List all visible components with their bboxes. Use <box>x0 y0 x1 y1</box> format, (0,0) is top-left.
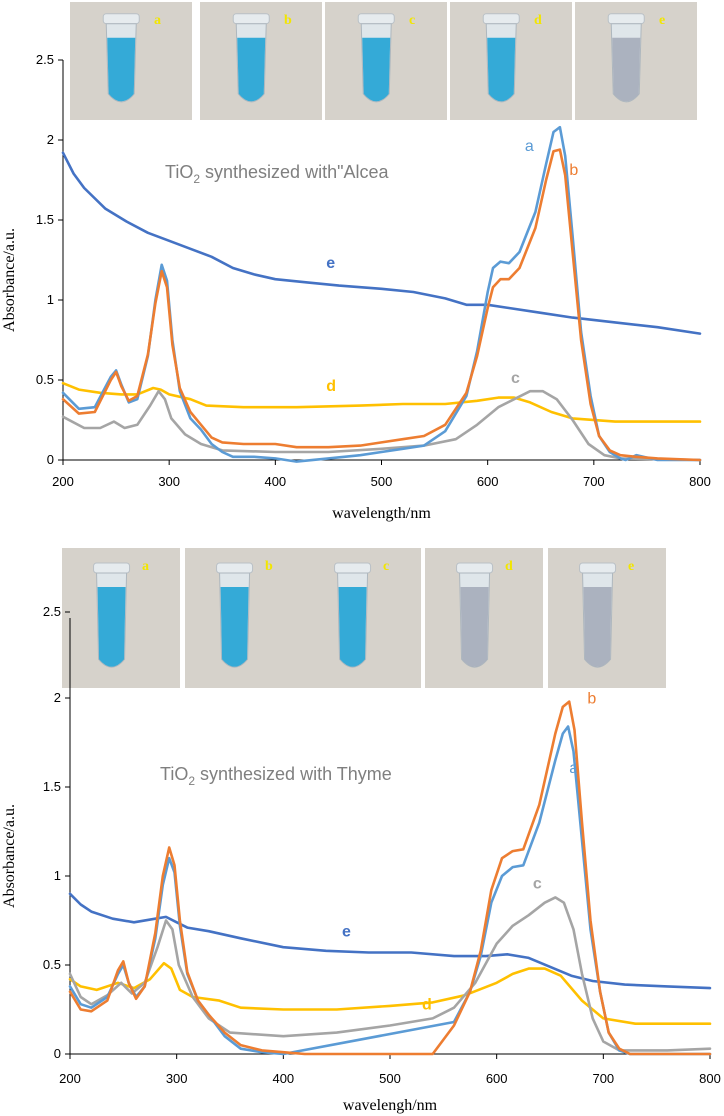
series-line-e <box>61 151 702 335</box>
series-line-b <box>68 700 712 1056</box>
photo-label: b <box>284 13 292 28</box>
x-tick-label: 500 <box>371 474 393 489</box>
series-label-a: a <box>525 138 534 155</box>
vial-liquid <box>612 37 641 102</box>
photo-label: c <box>383 559 389 574</box>
x-tick-label: 300 <box>166 1071 188 1086</box>
y-tick-label: 0 <box>54 1046 61 1061</box>
y-tick-label: 2 <box>54 690 61 705</box>
photo-label: c <box>409 13 415 28</box>
series-label-a: a <box>569 760 578 777</box>
x-tick-label: 600 <box>477 474 499 489</box>
vial-photo: b <box>185 548 303 688</box>
series-line-d <box>68 961 712 1025</box>
photo-label: a <box>142 559 149 574</box>
y-tick-label: 2.5 <box>36 52 54 67</box>
chart-alcea: a b c d e 200 300 400 500 600 700 800 0 0.5 1 1.5 2 2.5 wa… <box>1 2 711 522</box>
photo-label: d <box>505 559 513 574</box>
photo-label: e <box>659 13 665 28</box>
photo-label: d <box>534 13 542 28</box>
vial-cap <box>232 13 270 25</box>
series-label-d: d <box>326 378 336 395</box>
x-tick-label: 200 <box>52 474 74 489</box>
chart-title: TiO2 synthesized with Thyme <box>160 764 392 788</box>
chart-title: TiO2 synthesized with"Alcea <box>165 162 389 186</box>
x-tick-label: 700 <box>583 474 605 489</box>
vial-liquid <box>583 587 612 667</box>
y-axis-label: Absorbance/a.u. <box>1 228 18 332</box>
x-tick-label: 800 <box>699 1071 721 1086</box>
x-tick-label: 700 <box>592 1071 614 1086</box>
vial-cap <box>579 562 617 574</box>
series-label-e: e <box>342 924 351 941</box>
vial-liquid <box>338 587 367 667</box>
vial-cap <box>357 13 395 25</box>
vial-photos: a b c d e <box>62 548 666 688</box>
y-tick-label: 1.5 <box>36 212 54 227</box>
series-line-c <box>61 389 702 462</box>
series-line-b <box>61 148 702 462</box>
vial-liquid <box>220 587 249 667</box>
x-tick-label: 600 <box>486 1071 508 1086</box>
series-line-d <box>61 381 702 423</box>
vial-photo: e <box>575 2 697 120</box>
photo-label: a <box>154 13 161 28</box>
series-label-b: b <box>587 690 596 707</box>
series-line-e <box>68 892 712 990</box>
vial-photo: a <box>70 2 192 120</box>
x-tick-label: 400 <box>272 1071 294 1086</box>
vial-liquid <box>97 587 126 667</box>
vial-cap <box>456 562 494 574</box>
chart-thyme: a b c d e 200 300 400 500 600 700 800 0 0.5 1 1.5 2 2.5 wa… <box>1 548 721 1114</box>
y-tick-label: 0 <box>47 452 54 467</box>
vial-cap <box>334 562 372 574</box>
vial-cap <box>102 13 140 25</box>
series-label-d: d <box>422 997 432 1014</box>
series-label-b: b <box>569 162 578 179</box>
y-tick-label: 0.5 <box>36 372 54 387</box>
y-tick-label: 2.5 <box>43 604 61 619</box>
vial-photo: b <box>200 2 322 120</box>
vial-photo: d <box>425 548 543 688</box>
vial-photo: d <box>450 2 572 120</box>
y-tick-label: 1 <box>54 868 61 883</box>
vial-liquid <box>107 37 136 102</box>
vial-liquid <box>460 587 489 667</box>
x-tick-label: 800 <box>689 474 711 489</box>
y-axis-label: Absorbance/a.u. <box>1 804 18 908</box>
x-axis-label: wavelengh/nm <box>343 1097 438 1114</box>
vial-photos: a b c d e <box>70 2 697 120</box>
series-line-c <box>68 896 712 1052</box>
vial-photo: e <box>548 548 666 688</box>
series-label-c: c <box>533 875 542 892</box>
x-tick-label: 200 <box>59 1071 81 1086</box>
vial-cap <box>607 13 645 25</box>
y-tick-label: 1.5 <box>43 779 61 794</box>
y-tick-label: 2 <box>47 132 54 147</box>
vial-cap <box>216 562 254 574</box>
x-tick-label: 300 <box>158 474 180 489</box>
vial-photo: a <box>62 548 180 688</box>
vial-liquid <box>237 37 266 102</box>
x-axis-label: wavelength/nm <box>332 505 431 522</box>
x-tick-label: 400 <box>264 474 286 489</box>
vial-liquid <box>487 37 516 102</box>
vial-photo: c <box>325 2 447 120</box>
y-tick-label: 1 <box>47 292 54 307</box>
y-tick-label: 0.5 <box>43 957 61 972</box>
photo-label: b <box>265 559 273 574</box>
x-tick-label: 500 <box>379 1071 401 1086</box>
vial-photo: c <box>303 548 421 688</box>
photo-label: e <box>628 559 634 574</box>
vial-cap <box>93 562 131 574</box>
vial-cap <box>482 13 520 25</box>
series-label-e: e <box>326 255 335 272</box>
vial-liquid <box>362 37 391 102</box>
series-label-c: c <box>511 370 520 387</box>
